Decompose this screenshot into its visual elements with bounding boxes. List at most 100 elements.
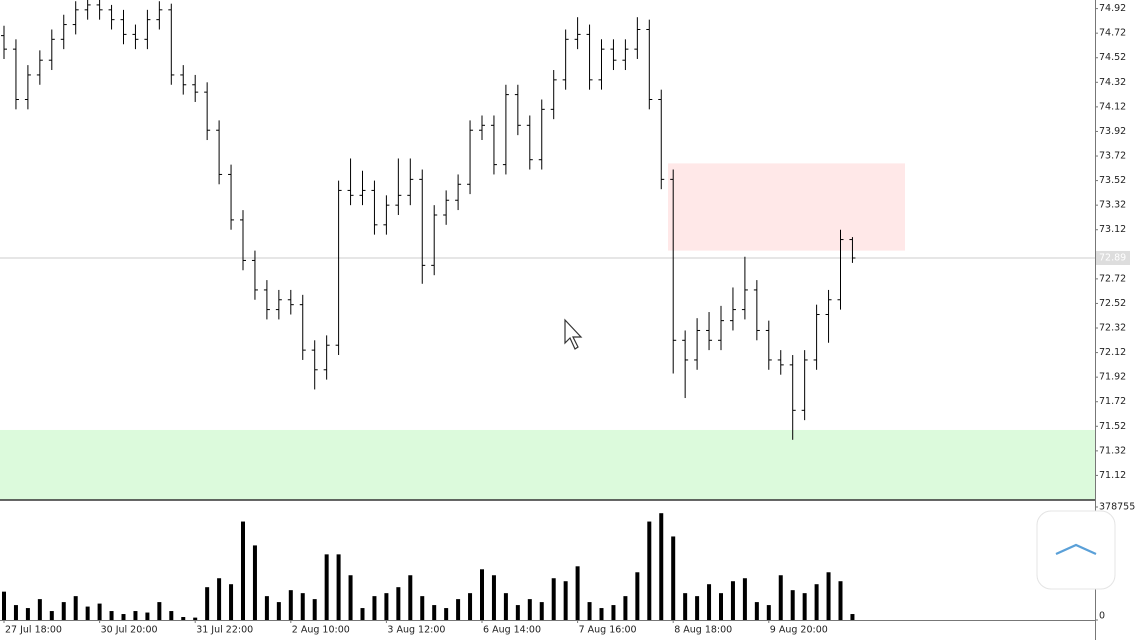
y-tick-label: 73.92 <box>1099 126 1126 137</box>
y-tick-label: 74.52 <box>1099 52 1126 63</box>
x-tick-label: 31 Jul 22:00 <box>196 625 253 636</box>
volume-bar <box>97 603 102 620</box>
volume-bar <box>647 521 652 620</box>
y-tick-label: 73.72 <box>1099 151 1126 162</box>
y-tick-label: 74.72 <box>1099 28 1126 39</box>
volume-bar <box>2 591 6 620</box>
volume-bar <box>635 572 640 620</box>
volume-bar <box>145 612 150 620</box>
volume-bar <box>707 584 712 620</box>
y-tick-label: 73.52 <box>1099 175 1126 186</box>
volume-bar <box>312 599 317 620</box>
current-price-box <box>1096 250 1130 265</box>
volume-bar <box>324 554 329 620</box>
volume-bar <box>539 602 544 620</box>
volume-bar <box>13 605 18 620</box>
volume-bar <box>790 590 795 620</box>
volume-bar <box>73 596 78 620</box>
volume-bar <box>802 593 807 620</box>
volume-bar <box>814 584 819 620</box>
y-tick-label: 74.12 <box>1099 101 1126 112</box>
volume-bar <box>432 605 437 620</box>
volume-bar <box>420 596 425 620</box>
x-tick-label: 30 Jul 20:00 <box>101 625 158 636</box>
y-tick-label: 0 <box>1099 611 1105 622</box>
volume-bar <box>229 584 234 620</box>
x-tick-label: 2 Aug 10:00 <box>292 625 350 636</box>
volume-bar <box>205 587 210 620</box>
volume-bar <box>241 521 245 620</box>
cursor <box>564 318 583 350</box>
volume-bar <box>491 575 496 620</box>
volume-bar <box>37 599 42 620</box>
volume-bar <box>503 593 508 620</box>
volume-bar <box>480 569 484 620</box>
x-tick-label: 6 Aug 14:00 <box>483 625 541 636</box>
y-tick-label: 71.92 <box>1099 372 1126 383</box>
volume-bar <box>695 596 700 620</box>
x-tick-label: 8 Aug 18:00 <box>674 625 732 636</box>
volume-bar <box>85 606 90 620</box>
volume-bar <box>575 566 580 620</box>
volume-bar <box>444 608 449 620</box>
y-tick-label: 71.32 <box>1099 445 1126 456</box>
y-tick-label: 71.52 <box>1099 421 1126 432</box>
volume-bar <box>336 554 341 620</box>
x-tick-label: 3 Aug 12:00 <box>387 625 445 636</box>
volume-bar <box>217 578 222 620</box>
scroll-up-button[interactable] <box>1036 510 1116 590</box>
volume-bar <box>157 602 162 620</box>
y-tick-label: 73.32 <box>1099 200 1126 211</box>
volume-bar <box>730 581 735 620</box>
volume-bar <box>252 545 257 620</box>
volume-bar <box>468 593 473 620</box>
volume-bar <box>300 593 305 620</box>
y-tick-label: 378755 <box>1099 502 1135 513</box>
button-bg[interactable] <box>1036 510 1116 590</box>
volume-bar <box>599 608 604 620</box>
volume-bar <box>276 602 281 620</box>
volume-bar <box>133 611 138 620</box>
volume-bar <box>623 596 628 620</box>
volume-bar <box>838 581 843 620</box>
chevron <box>1055 543 1097 556</box>
volume-bar <box>169 611 174 620</box>
x-tick-label: 7 Aug 16:00 <box>579 625 637 636</box>
y-tick-label: 71.12 <box>1099 470 1126 481</box>
volume-bar <box>611 605 616 620</box>
volume-bar <box>360 608 365 620</box>
volume-bar <box>372 596 377 620</box>
x-tick-label: 27 Jul 18:00 <box>5 625 62 636</box>
volume-bar <box>659 513 664 620</box>
x-tick-label: 9 Aug 20:00 <box>770 625 828 636</box>
volume-bar <box>850 614 855 620</box>
volume-bar <box>25 608 30 620</box>
volume-bar <box>683 593 688 620</box>
volume-bar <box>396 587 401 620</box>
volume-bar <box>527 599 532 620</box>
volume-bar <box>563 581 568 620</box>
volume-bar <box>193 617 198 620</box>
volume-bar <box>754 602 759 620</box>
volume-bar <box>61 602 66 620</box>
volume-bar <box>49 611 54 620</box>
volume-bar <box>515 605 520 620</box>
volume-bar <box>456 599 461 620</box>
volume-bar <box>109 611 114 620</box>
current-price-label: 72.89 <box>1099 252 1126 263</box>
volume-bar <box>551 578 556 620</box>
volume-bar <box>264 596 269 620</box>
volume-bar <box>348 575 353 620</box>
y-tick-label: 72.52 <box>1099 298 1126 309</box>
volume-bar <box>671 536 676 620</box>
volume-bar <box>181 617 186 620</box>
volume-bar <box>408 575 413 620</box>
volume-bar <box>742 578 747 620</box>
zones <box>0 163 1095 500</box>
y-tick-label: 72.32 <box>1099 323 1126 334</box>
y-tick-label: 73.12 <box>1099 224 1126 235</box>
volume-bar <box>766 605 771 620</box>
